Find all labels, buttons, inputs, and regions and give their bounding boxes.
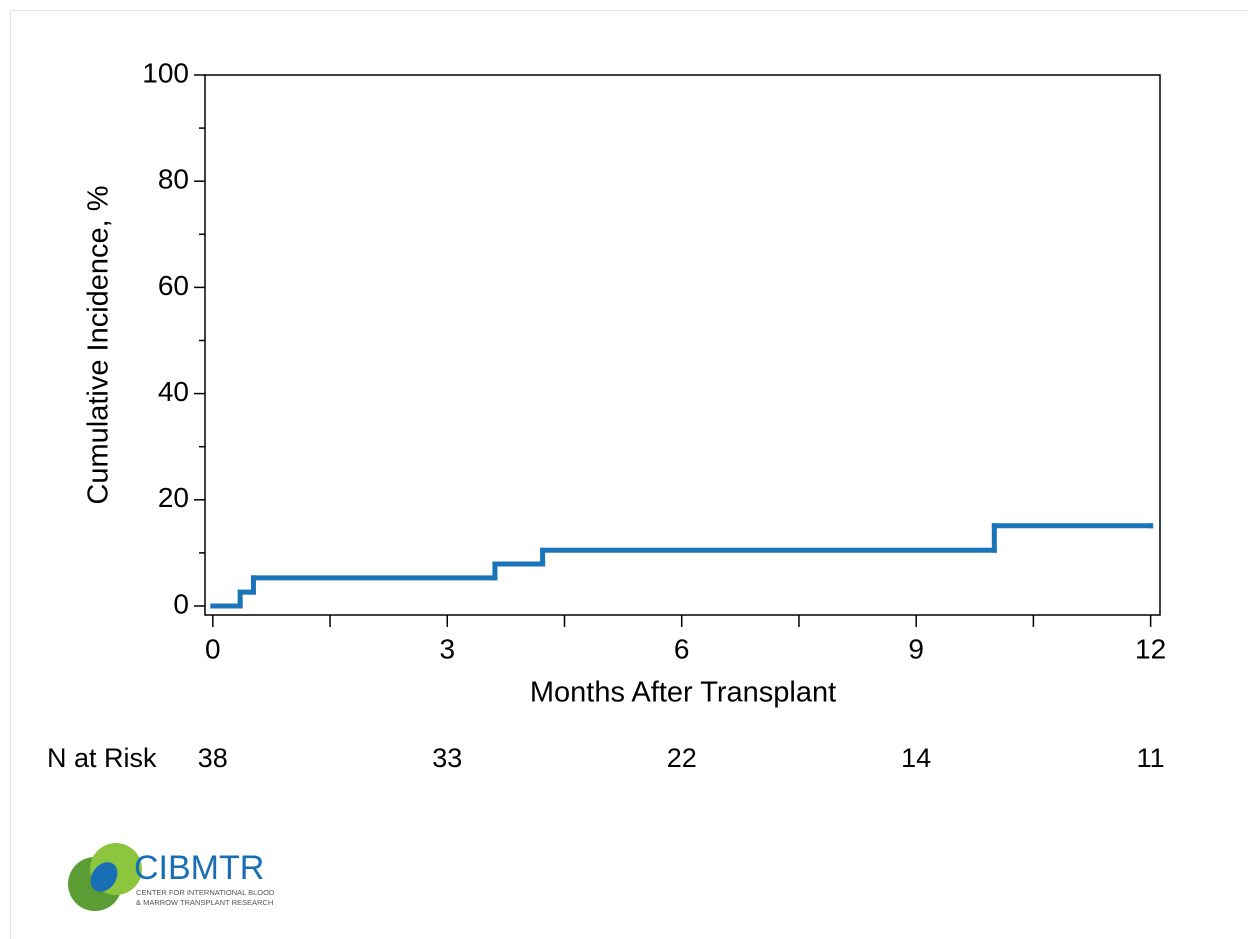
- logo-subtitle: CENTER FOR INTERNATIONAL BLOOD: [136, 888, 275, 897]
- x-axis-label: Months After Transplant: [530, 677, 836, 709]
- x-tick-label: 0: [205, 633, 221, 664]
- x-tick-label: 9: [908, 633, 924, 664]
- x-tick-label: 6: [674, 633, 690, 664]
- y-axis-label: Cumulative Incidence, %: [83, 185, 115, 504]
- logo-subtitle: & MARROW TRANSPLANT RESEARCH: [136, 898, 273, 907]
- logo: CIBMTR CENTER FOR INTERNATIONAL BLOOD & …: [68, 843, 275, 911]
- y-tick-label: 80: [158, 164, 189, 195]
- y-tick-label: 20: [158, 482, 189, 513]
- plot-frame: [204, 74, 1161, 616]
- risk-count: 33: [432, 743, 462, 773]
- risk-count: 22: [667, 743, 697, 773]
- x-tick-label: 12: [1135, 633, 1166, 664]
- risk-count: 38: [198, 743, 228, 773]
- risk-count: 14: [901, 743, 931, 773]
- y-tick-label: 40: [158, 376, 189, 407]
- risk-table-label: N at Risk: [47, 743, 157, 773]
- y-tick-label: 60: [158, 270, 189, 301]
- x-tick-label: 3: [439, 633, 455, 664]
- logo-overlap: [90, 862, 118, 892]
- y-tick-label: 100: [142, 57, 189, 88]
- page-frame: [10, 10, 1248, 939]
- y-tick-label: 0: [173, 588, 189, 619]
- risk-count: 11: [1137, 743, 1165, 773]
- logo-name: CIBMTR: [134, 849, 264, 887]
